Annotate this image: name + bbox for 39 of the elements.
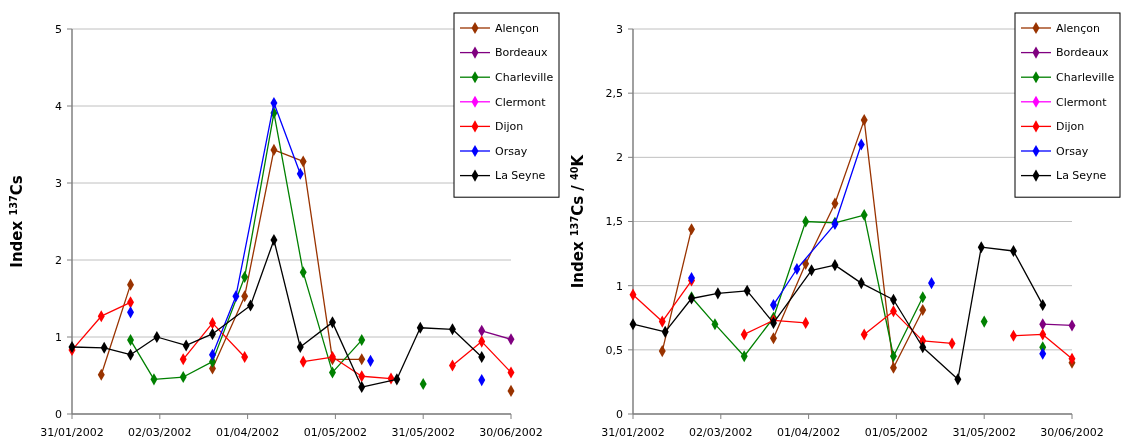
legend-label: Orsay bbox=[495, 144, 528, 158]
y-tick-label: 2 bbox=[55, 253, 62, 267]
legend-label: Dijon bbox=[495, 120, 524, 134]
x-tick-label: 31/01/2002 bbox=[601, 426, 665, 439]
y-tick-label: 0,5 bbox=[605, 343, 623, 357]
x-tick-label: 01/04/2002 bbox=[215, 426, 280, 439]
legend-label: Charleville bbox=[495, 71, 554, 85]
y-tick-label: 4 bbox=[55, 99, 62, 113]
y-tick-label: 1 bbox=[55, 330, 62, 344]
x-tick-label: 30/06/2002 bbox=[1040, 426, 1104, 439]
legend-label: Clermont bbox=[495, 95, 547, 109]
y-tick-label: 2,5 bbox=[605, 87, 623, 101]
x-tick-label: 01/05/2002 bbox=[303, 426, 368, 439]
legend-label: La Seyne bbox=[1056, 169, 1107, 183]
x-tick-label: 02/03/2002 bbox=[128, 426, 192, 439]
x-tick-label: 02/03/2002 bbox=[689, 426, 753, 439]
y-tick-label: 2 bbox=[616, 151, 623, 165]
x-tick-label: 30/06/2002 bbox=[479, 426, 543, 439]
legend-label: Bordeaux bbox=[495, 46, 549, 60]
legend-label: La Seyne bbox=[495, 169, 546, 183]
x-tick-label: 31/01/2002 bbox=[40, 426, 104, 439]
legend-label: Alençon bbox=[495, 21, 540, 35]
y-tick-label: 5 bbox=[55, 22, 62, 36]
x-tick-label: 01/05/2002 bbox=[864, 426, 929, 439]
legend-label: Alençon bbox=[1056, 21, 1101, 35]
legend-label: Orsay bbox=[1056, 144, 1089, 158]
y-tick-label: 3 bbox=[55, 176, 62, 190]
x-tick-label: 31/05/2002 bbox=[391, 426, 455, 439]
legend-label: Bordeaux bbox=[1056, 46, 1110, 60]
legend-label: Clermont bbox=[1056, 95, 1108, 109]
y-tick-label: 1 bbox=[616, 279, 623, 293]
x-tick-label: 01/04/2002 bbox=[776, 426, 841, 439]
y-tick-label: 1,5 bbox=[605, 215, 623, 229]
y-tick-label: 3 bbox=[616, 22, 623, 36]
legend-label: Dijon bbox=[1056, 120, 1085, 134]
x-tick-label: 31/05/2002 bbox=[952, 426, 1016, 439]
y-tick-label: 0 bbox=[616, 407, 623, 421]
y-tick-label: 0 bbox=[55, 407, 62, 421]
legend-label: Charleville bbox=[1056, 71, 1115, 85]
